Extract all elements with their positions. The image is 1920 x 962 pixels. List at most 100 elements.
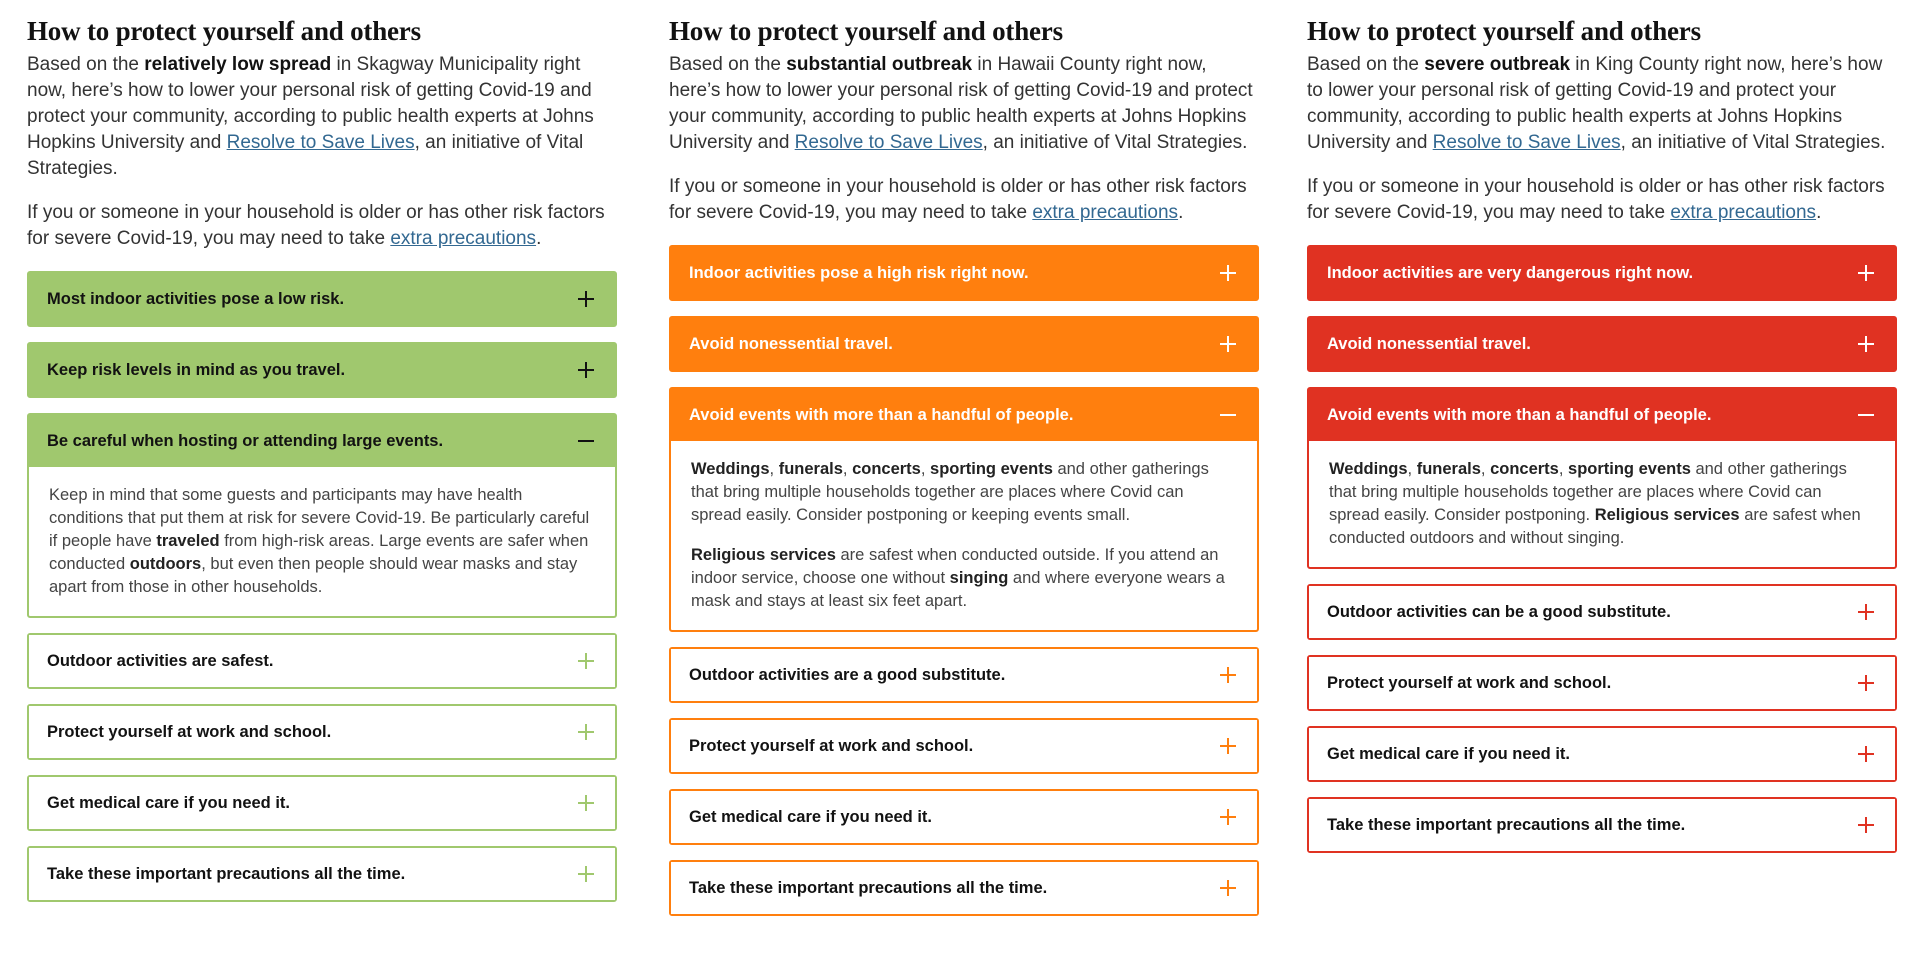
accordion-header[interactable]: Most indoor activities pose a low risk.: [29, 273, 615, 325]
plus-icon: [1217, 262, 1239, 284]
accordion-label: Protect yourself at work and school.: [47, 722, 332, 741]
risk-factors-note: If you or someone in your household is o…: [1307, 176, 1885, 223]
accordion-item: Indoor activities pose a high risk right…: [669, 245, 1259, 301]
accordion-item: Take these important precautions all the…: [669, 860, 1259, 916]
accordion-item-expanded: Be careful when hosting or attending lar…: [27, 413, 617, 618]
intro-paragraph: Based on the substantial outbreak in Haw…: [669, 54, 1253, 153]
plus-icon: [1217, 877, 1239, 899]
accordion-header[interactable]: Get medical care if you need it.: [671, 791, 1257, 843]
accordion-header[interactable]: Outdoor activities are safest.: [29, 635, 615, 687]
plus-icon: [575, 721, 597, 743]
accordion-header[interactable]: Avoid nonessential travel.: [1309, 318, 1895, 370]
accordion-label: Avoid events with more than a handful of…: [1327, 405, 1712, 424]
accordion-body: Weddings, funerals, concerts, sporting e…: [691, 460, 1225, 610]
plus-icon: [1855, 814, 1877, 836]
plus-icon: [1217, 806, 1239, 828]
plus-icon: [1855, 672, 1877, 694]
risk-level: severe outbreak: [1424, 54, 1571, 75]
accordion-item: Avoid nonessential travel.: [1307, 316, 1897, 372]
accordion-item: Protect yourself at work and school.: [669, 718, 1259, 774]
accordion-label: Most indoor activities pose a low risk.: [47, 289, 345, 308]
plus-icon: [1855, 262, 1877, 284]
accordion-item: Get medical care if you need it.: [27, 775, 617, 831]
accordion-label: Get medical care if you need it.: [689, 807, 932, 826]
accordion-header[interactable]: Take these important precautions all the…: [671, 862, 1257, 914]
accordion-header[interactable]: Protect yourself at work and school.: [1309, 657, 1895, 709]
accordion-item: Protect yourself at work and school.: [1307, 655, 1897, 711]
accordion-label: Take these important precautions all the…: [47, 864, 406, 883]
accordion-header[interactable]: Outdoor activities are a good substitute…: [671, 649, 1257, 701]
accordion-item: Outdoor activities can be a good substit…: [1307, 584, 1897, 640]
accordion-header[interactable]: Protect yourself at work and school.: [671, 720, 1257, 772]
accordion-label: Avoid nonessential travel.: [1327, 334, 1531, 353]
accordion-label: Protect yourself at work and school.: [1327, 673, 1612, 692]
accordion-label: Avoid events with more than a handful of…: [689, 405, 1074, 424]
accordion-header[interactable]: Get medical care if you need it.: [29, 777, 615, 829]
accordion-item: Get medical care if you need it.: [1307, 726, 1897, 782]
accordion-label: Indoor activities pose a high risk right…: [689, 263, 1029, 282]
resolve-to-save-lives-link[interactable]: Resolve to Save Lives: [794, 132, 983, 153]
accordion-header[interactable]: Indoor activities pose a high risk right…: [671, 247, 1257, 299]
accordion-header[interactable]: Indoor activities are very dangerous rig…: [1309, 247, 1895, 299]
risk-level: relatively low spread: [144, 54, 332, 75]
accordion-label: Be careful when hosting or attending lar…: [47, 431, 444, 450]
accordion-item: Take these important precautions all the…: [27, 846, 617, 902]
accordion-item: Most indoor activities pose a low risk.: [27, 271, 617, 327]
accordion-label: Protect yourself at work and school.: [689, 736, 974, 755]
accordion-item: Outdoor activities are a good substitute…: [669, 647, 1259, 703]
accordion-label: Get medical care if you need it.: [47, 793, 290, 812]
plus-icon: [575, 288, 597, 310]
resolve-to-save-lives-link[interactable]: Resolve to Save Lives: [226, 132, 415, 153]
accordion-label: Outdoor activities are safest.: [47, 651, 274, 670]
advice-accordion: Indoor activities are very dangerous rig…: [1307, 245, 1897, 853]
accordion-label: Outdoor activities can be a good substit…: [1327, 602, 1671, 621]
accordion-header[interactable]: Take these important precautions all the…: [1309, 799, 1895, 851]
extra-precautions-link[interactable]: extra precautions: [1670, 202, 1817, 223]
advice-accordion: Most indoor activities pose a low risk. …: [27, 271, 617, 902]
accordion-header[interactable]: Keep risk levels in mind as you travel.: [29, 344, 615, 396]
plus-icon: [1217, 664, 1239, 686]
accordion-label: Outdoor activities are a good substitute…: [689, 665, 1006, 684]
accordion-label: Get medical care if you need it.: [1327, 744, 1570, 763]
accordion-item: Keep risk levels in mind as you travel.: [27, 342, 617, 398]
accordion-header[interactable]: Be careful when hosting or attending lar…: [29, 415, 615, 467]
accordion-header[interactable]: Outdoor activities can be a good substit…: [1309, 586, 1895, 638]
accordion-body: Keep in mind that some guests and partic…: [49, 486, 590, 596]
accordion-header[interactable]: Protect yourself at work and school.: [29, 706, 615, 758]
accordion-header[interactable]: Avoid events with more than a handful of…: [1309, 389, 1895, 441]
accordion-item: Protect yourself at work and school.: [27, 704, 617, 760]
minus-icon: [575, 430, 597, 452]
extra-precautions-link[interactable]: extra precautions: [1032, 202, 1179, 223]
accordion-header[interactable]: Take these important precautions all the…: [29, 848, 615, 900]
resolve-to-save-lives-link[interactable]: Resolve to Save Lives: [1432, 132, 1621, 153]
extra-precautions-link[interactable]: extra precautions: [390, 228, 537, 249]
accordion-item: Avoid nonessential travel.: [669, 316, 1259, 372]
minus-icon: [1855, 404, 1877, 426]
accordion-item: Take these important precautions all the…: [1307, 797, 1897, 853]
intro-paragraph: Based on the relatively low spread in Sk…: [27, 54, 594, 179]
column-low-spread: How to protect yourself and others Based…: [27, 14, 617, 917]
accordion-item: Outdoor activities are safest.: [27, 633, 617, 689]
accordion-header[interactable]: Get medical care if you need it.: [1309, 728, 1895, 780]
plus-icon: [575, 359, 597, 381]
section-title: How to protect yourself and others: [27, 16, 421, 46]
section-title: How to protect yourself and others: [1307, 16, 1701, 46]
accordion-header[interactable]: Avoid events with more than a handful of…: [671, 389, 1257, 441]
plus-icon: [1855, 333, 1877, 355]
accordion-header[interactable]: Avoid nonessential travel.: [671, 318, 1257, 370]
plus-icon: [575, 650, 597, 672]
plus-icon: [1855, 743, 1877, 765]
plus-icon: [1217, 735, 1239, 757]
accordion-item: Get medical care if you need it.: [669, 789, 1259, 845]
risk-factors-note: If you or someone in your household is o…: [27, 202, 605, 249]
plus-icon: [575, 863, 597, 885]
column-severe-outbreak: How to protect yourself and others Based…: [1307, 14, 1897, 868]
accordion-item-expanded: Avoid events with more than a handful of…: [1307, 387, 1897, 569]
advice-accordion: Indoor activities pose a high risk right…: [669, 245, 1259, 916]
risk-level: substantial outbreak: [786, 54, 973, 75]
minus-icon: [1217, 404, 1239, 426]
plus-icon: [575, 792, 597, 814]
intro-paragraph: Based on the severe outbreak in King Cou…: [1307, 54, 1886, 153]
column-substantial-outbreak: How to protect yourself and others Based…: [669, 14, 1259, 931]
risk-factors-note: If you or someone in your household is o…: [669, 176, 1247, 223]
